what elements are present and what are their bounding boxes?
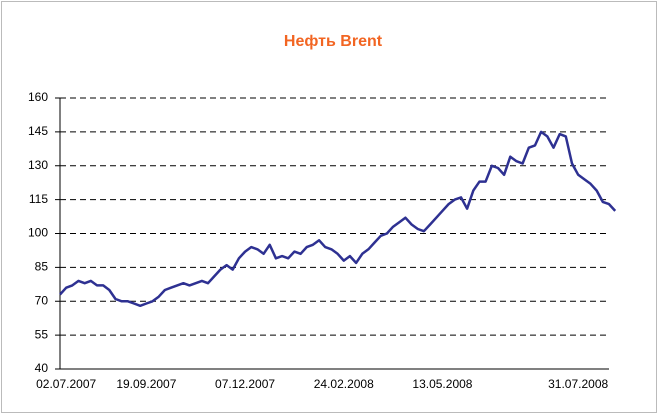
- y-tick-label: 40: [35, 361, 49, 375]
- y-tick-label: 100: [28, 226, 48, 240]
- x-tick-label: 02.07.2007: [36, 377, 96, 391]
- price-line: [59, 130, 617, 308]
- x-tick-label: 07.12.2007: [215, 377, 275, 391]
- x-tick-label: 31.07.2008: [548, 377, 608, 391]
- y-tick-label: 55: [35, 327, 49, 341]
- x-tick-label: 13.05.2008: [412, 377, 472, 391]
- y-tick-label: 160: [28, 90, 48, 104]
- y-tick-label: 70: [35, 293, 49, 307]
- y-tick-label: 130: [28, 158, 48, 172]
- y-tick-label: 115: [29, 192, 48, 206]
- y-tick-label: 145: [28, 124, 48, 138]
- y-tick-label: 85: [35, 260, 49, 274]
- x-tick-label: 19.09.2007: [116, 377, 176, 391]
- chart-title: Нефть Brent: [284, 33, 383, 50]
- x-tick-label: 24.02.2008: [314, 377, 374, 391]
